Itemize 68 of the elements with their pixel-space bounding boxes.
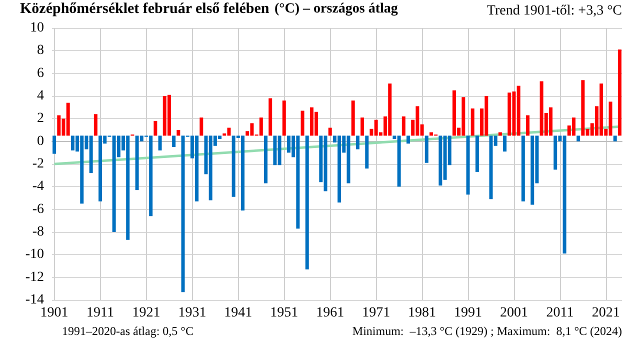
bar [351, 100, 355, 136]
x-tick-label: 1961 [316, 306, 344, 320]
bar [154, 120, 158, 136]
x-tick-label: 1991 [454, 306, 482, 320]
bar [360, 118, 364, 136]
bar [282, 100, 286, 136]
y-tick-label: 4 [37, 88, 44, 104]
x-tick-label: 2001 [500, 306, 528, 320]
y-tick-label: 2 [37, 111, 44, 126]
bar [158, 136, 162, 150]
x-tick-label: 1931 [178, 306, 206, 320]
bar [554, 136, 558, 170]
y-tick-label: 6 [37, 66, 44, 81]
bar [466, 136, 470, 195]
x-tick-label: 2011 [546, 306, 574, 320]
chart-subtitle: (°C) – országos átlag [274, 2, 398, 16]
bar [356, 136, 360, 150]
y-tick-label: -6 [32, 202, 44, 217]
bar [470, 108, 474, 136]
bar [530, 136, 534, 205]
x-tick-label: 1951 [270, 306, 298, 320]
bar [618, 50, 622, 136]
bar [57, 115, 61, 136]
y-tick-label: -4 [32, 179, 44, 194]
bar [268, 98, 272, 136]
x-tick-label: 1911 [86, 306, 114, 320]
bar [365, 136, 369, 169]
x-tick-label: 1921 [132, 306, 160, 320]
bar [200, 118, 204, 136]
y-tick-label: -12 [25, 270, 44, 285]
bar [508, 92, 512, 136]
bar [576, 136, 580, 142]
bar [475, 136, 479, 172]
x-tick-label: 1901 [40, 306, 68, 320]
y-tick-label: -10 [25, 247, 44, 262]
y-tick-label: 10 [30, 20, 44, 36]
bar [52, 136, 56, 154]
x-tick-label: 1941 [224, 306, 252, 320]
bar [305, 136, 309, 270]
bar [259, 118, 263, 136]
bar [264, 136, 268, 184]
text: Trend 1901-től: +3,3 °C [486, 4, 622, 18]
bar [503, 136, 507, 152]
bar [402, 116, 406, 136]
bar [572, 118, 576, 136]
bar [167, 94, 171, 136]
y-tick-label: -14 [25, 292, 44, 308]
bar [526, 115, 530, 136]
chart-title: Középhőmérséklet február első felében [20, 1, 270, 17]
text: 1991–2020-as átlag: 0,5 °C [62, 324, 194, 338]
bar [424, 136, 428, 163]
x-tick-label: 1971 [362, 306, 390, 320]
x-tick-label: 2021 [592, 306, 620, 320]
bar [300, 110, 304, 136]
bar [521, 136, 525, 202]
y-tick-label: -8 [32, 224, 44, 240]
text: Minimum: –13,3 °C (1929) ; Maximum: 8,1 °C (2024) [352, 324, 622, 338]
bar [94, 114, 98, 136]
bar [613, 136, 617, 142]
y-tick-label: 8 [37, 43, 44, 58]
bar [328, 128, 332, 136]
y-tick-label: 0 [37, 134, 44, 149]
bar [98, 136, 102, 202]
bar [176, 130, 180, 136]
bar [172, 136, 176, 147]
x-tick-label: 1981 [408, 306, 436, 320]
y-tick-label: -2 [32, 156, 44, 172]
bar [406, 136, 410, 144]
